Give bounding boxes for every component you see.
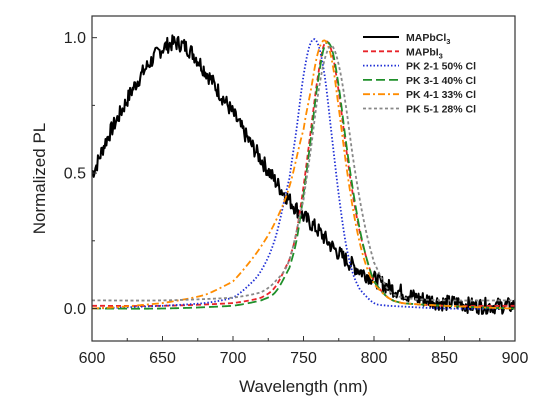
x-tick-label: 800 xyxy=(361,350,388,367)
legend-label: PK 3-1 40% Cl xyxy=(406,75,476,87)
legend-label-subscript: 3 xyxy=(446,37,450,46)
y-tick-label: 0.0 xyxy=(64,301,86,318)
x-tick-label: 900 xyxy=(502,350,529,367)
series-line xyxy=(92,34,515,315)
series-line xyxy=(92,44,515,302)
y-axis-title: Normalized PL xyxy=(30,123,49,235)
legend-label: MAPbCl3 xyxy=(406,32,450,46)
legend-label: PK 4-1 33% Cl xyxy=(406,89,476,101)
x-axis-title: Wavelength (nm) xyxy=(239,377,368,396)
series-layer xyxy=(92,34,515,315)
y-tick-label: 0.5 xyxy=(64,166,86,183)
series-line xyxy=(92,38,515,310)
x-axis: 600 650 700 750 800 850 900 xyxy=(79,336,529,367)
x-tick-label: 650 xyxy=(149,350,176,367)
x-tick-label: 600 xyxy=(79,350,106,367)
y-axis: 0.0 0.5 1.0 xyxy=(64,30,97,318)
y-tick-label: 1.0 xyxy=(64,30,86,47)
series-line xyxy=(92,40,515,307)
legend-label: MAPbI3 xyxy=(406,46,443,60)
legend-label: PK 5-1 28% Cl xyxy=(406,104,476,116)
x-tick-label: 700 xyxy=(220,350,247,367)
x-tick-label: 750 xyxy=(290,350,317,367)
x-tick-label: 850 xyxy=(431,350,458,367)
legend-label-subscript: 3 xyxy=(439,51,443,60)
series-line xyxy=(92,39,515,310)
legend-label: PK 2-1 50% Cl xyxy=(406,61,476,73)
